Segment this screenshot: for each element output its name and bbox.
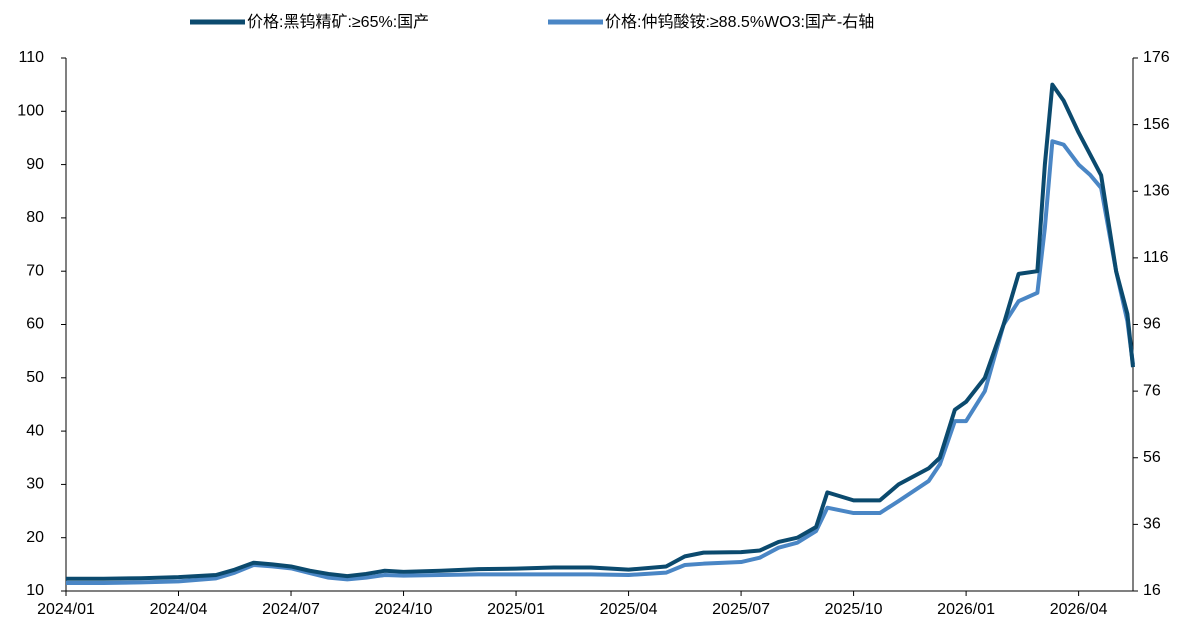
x-tick-label: 2025/04 [600,601,658,618]
y-tick-label: 100 [17,103,44,120]
y2-tick-label: 76 [1143,382,1161,399]
x-tick-label: 2025/01 [487,601,545,618]
y2-tick-label: 116 [1143,249,1169,266]
x-tick-label: 2026/01 [937,601,995,618]
y-tick-label: 50 [26,369,44,386]
x-tick-label: 2024/10 [375,601,433,618]
x-tick-label: 2024/01 [37,601,95,618]
y2-tick-label: 156 [1143,116,1170,133]
y2-tick-label: 136 [1143,182,1170,199]
y-tick-label: 20 [26,529,44,546]
y2-tick-label: 36 [1143,516,1161,533]
y2-tick-label: 56 [1143,449,1161,466]
legend-label: 价格:黑钨精矿:≥65%:国产 [247,13,429,31]
y2-tick-label: 176 [1143,49,1170,66]
x-tick-label: 2024/07 [262,601,320,618]
series-line [66,82,1135,581]
y-tick-label: 110 [18,49,44,66]
y-tick-label: 40 [26,422,44,439]
y-tick-label: 80 [26,209,44,226]
y-tick-label: 70 [26,262,44,279]
legend-label: 价格:仲钨酸铵:≥88.5%WO3:国产-右轴 [605,13,874,31]
y-tick-label: 30 [26,476,44,493]
x-tick-label: 2024/04 [150,601,208,618]
x-tick-label: 2025/07 [712,601,770,618]
y-tick-label: 60 [26,316,44,333]
y2-tick-label: 16 [1143,582,1161,599]
x-tick-label: 2026/04 [1050,601,1108,618]
y-tick-label: 90 [26,156,44,173]
x-tick-label: 2025/10 [825,601,883,618]
y-tick-label: 10 [26,582,44,599]
y2-tick-label: 96 [1143,316,1161,333]
series-line [66,139,1135,586]
